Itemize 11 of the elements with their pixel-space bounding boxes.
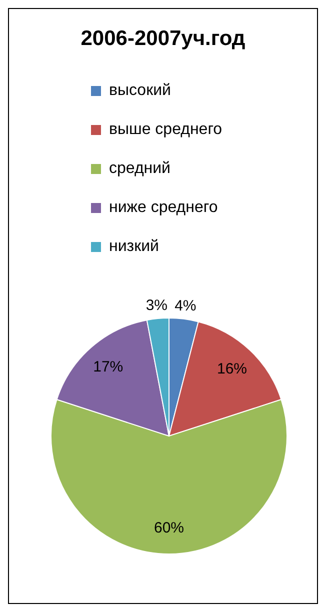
chart-title: 2006-2007уч.год	[80, 27, 246, 51]
data-label: 16%	[216, 360, 248, 378]
data-label: 3%	[146, 297, 168, 314]
legend-label: высокий	[109, 82, 171, 100]
legend-label: низкий	[109, 238, 159, 256]
legend-label: выше среднего	[109, 120, 222, 138]
data-label: 4%	[174, 298, 196, 315]
data-label: 60%	[154, 520, 184, 537]
legend-label: средний	[109, 160, 170, 178]
data-label: 17%	[93, 358, 124, 376]
legend-label: ниже среднего	[109, 198, 218, 216]
